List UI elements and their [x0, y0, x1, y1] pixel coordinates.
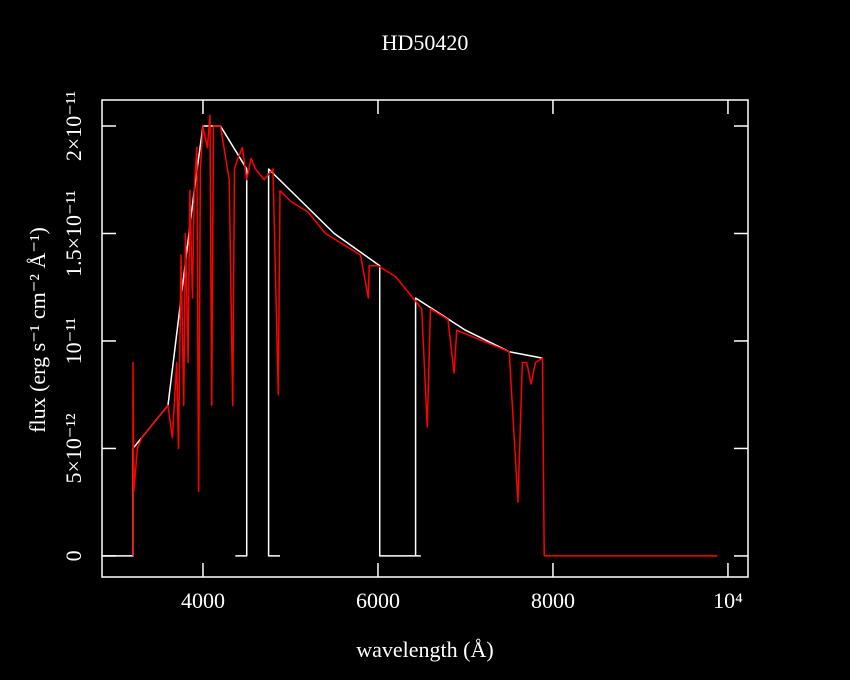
- y-axis-label: flux (erg s⁻¹ cm⁻² Å⁻¹): [25, 227, 50, 433]
- y-tick-label: 10⁻¹¹: [61, 318, 86, 365]
- x-tick-label: 8000: [531, 588, 575, 613]
- spectrum-line: [132, 114, 718, 557]
- x-axis-label: wavelength (Å): [356, 637, 493, 662]
- y-tick-label: 0: [61, 550, 86, 561]
- chart-title: HD50420: [382, 30, 469, 55]
- x-tick-label: 10⁴: [713, 588, 743, 613]
- x-tick-label: 4000: [181, 588, 225, 613]
- y-tick-label: 5×10⁻¹²: [61, 413, 86, 484]
- plot-frame: [101, 99, 749, 578]
- x-tick-label: 6000: [356, 588, 400, 613]
- y-tick-label: 2×10⁻¹¹: [61, 91, 86, 161]
- y-tick-label: 1.5×10⁻¹¹: [61, 190, 86, 277]
